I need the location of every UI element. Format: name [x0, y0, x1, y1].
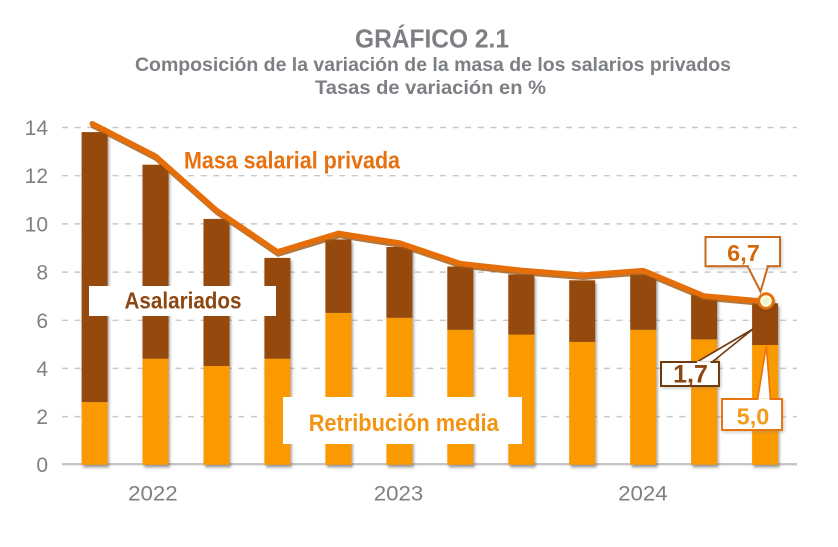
svg-text:Asalariados: Asalariados: [125, 288, 242, 314]
svg-text:0: 0: [36, 454, 48, 477]
svg-text:2022: 2022: [128, 483, 178, 506]
svg-text:14: 14: [25, 117, 49, 140]
svg-text:2: 2: [36, 406, 48, 429]
svg-text:Tasas de variación en %: Tasas de variación en %: [315, 77, 546, 99]
svg-text:12: 12: [25, 165, 48, 188]
svg-text:1,7: 1,7: [673, 361, 708, 389]
svg-text:Masa salarial privada: Masa salarial privada: [184, 147, 401, 174]
svg-text:2024: 2024: [618, 483, 668, 506]
svg-text:GRÁFICO 2.1: GRÁFICO 2.1: [355, 24, 509, 54]
svg-text:Retribución media: Retribución media: [309, 410, 499, 437]
svg-text:10: 10: [25, 213, 48, 236]
svg-text:4: 4: [36, 358, 48, 381]
svg-text:5,0: 5,0: [737, 403, 770, 429]
svg-text:6,7: 6,7: [727, 240, 760, 266]
svg-text:Composición de la variación de: Composición de la variación de la masa d…: [135, 54, 731, 76]
svg-text:2023: 2023: [374, 483, 424, 506]
svg-text:6: 6: [36, 310, 48, 333]
svg-text:8: 8: [36, 262, 48, 285]
